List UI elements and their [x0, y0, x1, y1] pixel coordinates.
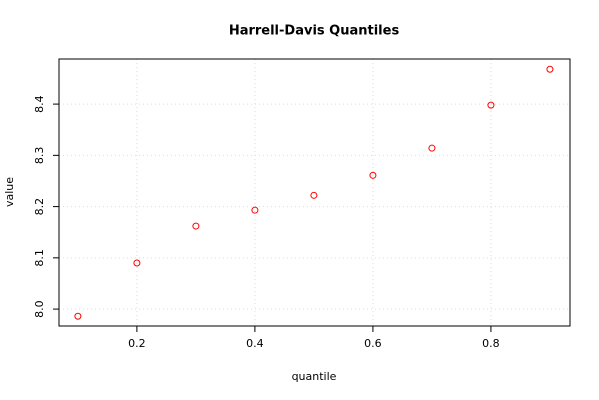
y-tick-label: 8.2: [33, 198, 46, 216]
point: [546, 65, 554, 73]
point: [192, 222, 200, 230]
x-tick-label: 0.2: [128, 337, 146, 350]
x-tick-label: 0.6: [364, 337, 382, 350]
x-tick-label: 0.4: [246, 337, 264, 350]
chart-title: Harrell-Davis Quantiles: [229, 24, 400, 39]
point: [369, 171, 377, 179]
y-tick-label: 8.0: [33, 300, 46, 318]
point: [133, 259, 141, 267]
point: [487, 101, 495, 109]
y-tick-label: 8.1: [33, 249, 46, 267]
point: [251, 206, 259, 214]
point: [310, 191, 318, 199]
y-tick-label: 8.4: [33, 95, 46, 113]
x-tick-label: 0.8: [482, 337, 500, 350]
point: [74, 312, 82, 320]
x-axis-label: quantile: [292, 370, 337, 383]
point: [428, 144, 436, 152]
y-tick-label: 8.3: [33, 147, 46, 165]
plot-frame: [58, 58, 571, 327]
y-axis-label: value: [3, 177, 16, 207]
